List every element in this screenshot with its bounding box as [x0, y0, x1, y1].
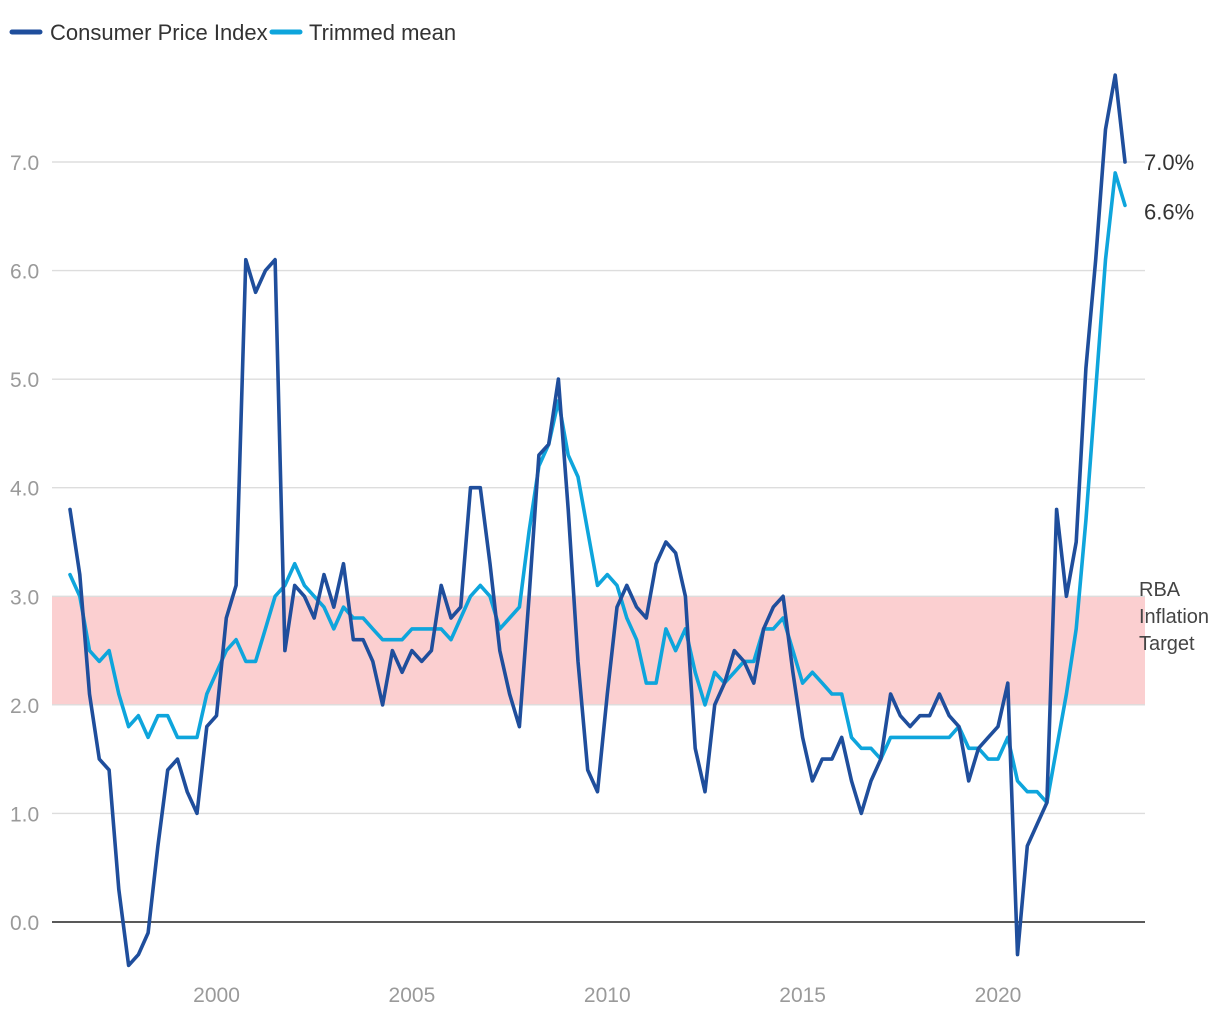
- y-tick-label: 2.0: [10, 695, 39, 718]
- legend: Consumer Price Index Trimmed mean: [9, 20, 456, 45]
- y-tick-label: 4.0: [10, 478, 39, 501]
- rba-band-label-line: Inflation: [1139, 606, 1209, 628]
- trimmed-mean-series-line: [68, 171, 1127, 805]
- y-tick-label: 0.0: [10, 912, 39, 935]
- rba-target-band: [52, 596, 1145, 705]
- y-tick-label: 7.0: [10, 152, 39, 175]
- gridlines: [52, 161, 1145, 923]
- cpi-series-line: [68, 73, 1127, 968]
- labels: 0.0 1.0 2.0 3.0 4.0 5.0 6.0 7.0 2000 2005 2010 2015…: [10, 150, 1209, 1007]
- rba-band-label-line: RBA: [1139, 579, 1181, 601]
- rba-band-label-line: Target: [1139, 633, 1195, 655]
- target-band-layer: [52, 596, 1145, 705]
- y-tick-label: 3.0: [10, 586, 39, 609]
- series-lines: [68, 73, 1127, 968]
- legend-label-trimmed-mean: Trimmed mean: [309, 20, 456, 45]
- y-tick-label: 1.0: [10, 803, 39, 826]
- x-tick-label: 2005: [389, 984, 436, 1007]
- legend-label-cpi: Consumer Price Index: [50, 20, 268, 45]
- x-tick-label: 2000: [193, 984, 240, 1007]
- x-tick-label: 2015: [779, 984, 826, 1007]
- y-tick-label: 6.0: [10, 261, 39, 284]
- cpi-end-label: 7.0%: [1144, 150, 1194, 175]
- x-tick-label: 2020: [975, 984, 1022, 1007]
- y-tick-label: 5.0: [10, 369, 39, 392]
- trimmed-mean-end-label: 6.6%: [1144, 199, 1194, 224]
- x-tick-label: 2010: [584, 984, 631, 1007]
